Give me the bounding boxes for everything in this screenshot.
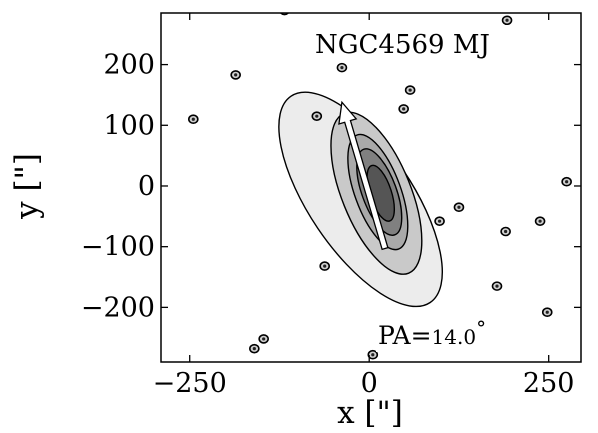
point-source-core <box>340 66 344 70</box>
y-tick-label: −100 <box>81 232 155 263</box>
point-source-core <box>234 73 238 77</box>
y-tick-label: 200 <box>103 50 155 81</box>
point-source-core <box>545 310 549 314</box>
point-source-core <box>565 180 569 184</box>
title-box <box>308 25 543 61</box>
position-angle-arrow <box>338 100 389 251</box>
x-axis-label: x ["] <box>337 395 403 431</box>
pa-box <box>376 316 536 352</box>
axis-ticks: −250 0 250 −200 −100 0 100 200 <box>81 13 581 399</box>
point-source-core <box>252 347 256 351</box>
point-source-core <box>538 219 542 223</box>
pa-value: 14.0 <box>432 325 477 349</box>
point-source-core <box>262 337 266 341</box>
point-source-core <box>504 229 508 234</box>
pa-unit: ° <box>476 316 486 340</box>
pa-arrow-shape <box>338 100 389 251</box>
point-source-core <box>191 117 195 121</box>
y-tick-label: 0 <box>138 171 155 202</box>
x-tick-label: 0 <box>361 368 378 399</box>
pa-label: PA= <box>378 321 432 350</box>
point-source-core <box>495 284 499 288</box>
chart-title: NGC4569 MJ <box>315 30 490 60</box>
x-tick-label: −250 <box>153 368 227 399</box>
point-source-core <box>505 18 509 22</box>
y-axis-label: y ["] <box>9 153 45 220</box>
point-source-core <box>437 219 442 223</box>
point-source-core <box>323 264 327 268</box>
pa-annotation: PA=14.0° <box>378 316 486 350</box>
x-tick-label: 250 <box>523 368 575 399</box>
point-source-core <box>457 205 461 209</box>
point-source-core <box>315 114 319 118</box>
y-tick-label: −200 <box>81 292 155 323</box>
y-tick-label: 100 <box>103 110 155 141</box>
point-source-core <box>371 353 375 357</box>
point-source-core <box>408 88 412 92</box>
plot-frame <box>160 12 582 363</box>
point-source-core <box>402 107 406 111</box>
